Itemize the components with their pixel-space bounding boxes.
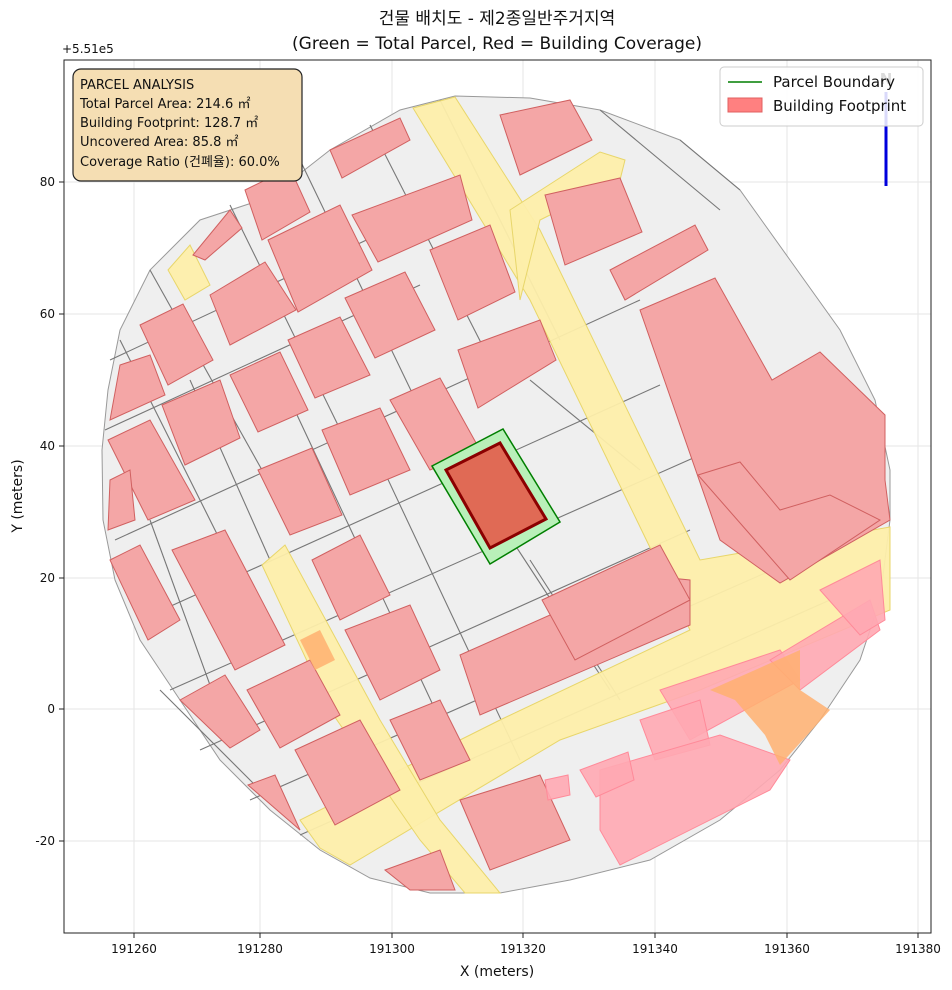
y-tick-label: 60 — [40, 307, 55, 321]
y-tick-label: 20 — [40, 571, 55, 585]
x-tick-label: 191360 — [764, 942, 810, 956]
y-tick-label: 0 — [47, 702, 55, 716]
x-tick-label: 191380 — [895, 942, 941, 956]
y-offset-label: +5.51e5 — [62, 42, 114, 56]
legend-building-label: Building Footprint — [773, 97, 906, 115]
analysis-coverage-ratio: Coverage Ratio (건폐율): 60.0% — [80, 155, 280, 170]
road-diagonal-main — [299, 96, 891, 866]
x-tick-label: 191340 — [632, 942, 678, 956]
x-tick-label: 191280 — [237, 942, 283, 956]
parcel-building-footprint — [443, 441, 549, 550]
analysis-total-area: Total Parcel Area: 214.6 ㎡ — [79, 97, 250, 112]
analysis-building-footprint: Building Footprint: 128.7 ㎡ — [80, 116, 258, 131]
analysis-uncovered-area: Uncovered Area: 85.8 ㎡ — [80, 135, 239, 150]
plot-area: N — [63, 59, 932, 934]
map-title-line2: (Green = Total Parcel, Red = Building Co… — [292, 34, 702, 54]
x-tick-label: 191260 — [111, 942, 157, 956]
legend-parcel-label: Parcel Boundary — [773, 73, 895, 91]
x-axis-label: X (meters) — [460, 964, 534, 980]
road-left-stub — [167, 244, 211, 301]
parcel-analysis-box: PARCEL ANALYSIS Total Parcel Area: 214.6… — [72, 68, 303, 182]
x-axis: 191260 191280 191300 191320 191340 19136… — [111, 933, 941, 980]
y-axis: 80 60 40 20 0 -20 Y (meters) +5.51e5 — [10, 42, 114, 848]
y-tick-label: -20 — [35, 834, 55, 848]
y-tick-label: 80 — [40, 175, 55, 189]
legend-building-swatch — [727, 97, 763, 113]
x-tick-label: 191300 — [369, 942, 415, 956]
x-tick-label: 191320 — [500, 942, 546, 956]
y-tick-label: 40 — [40, 439, 55, 453]
analysis-heading: PARCEL ANALYSIS — [80, 78, 194, 93]
axes-frame — [63, 59, 932, 934]
target-parcel — [430, 428, 562, 566]
map-title-line1: 건물 배치도 - 제2종일반주거지역 — [379, 9, 615, 29]
building-footprints — [107, 99, 891, 891]
legend: Parcel Boundary Building Footprint — [719, 66, 924, 127]
y-axis-label: Y (meters) — [10, 459, 26, 533]
road-building-overlap — [300, 630, 830, 765]
